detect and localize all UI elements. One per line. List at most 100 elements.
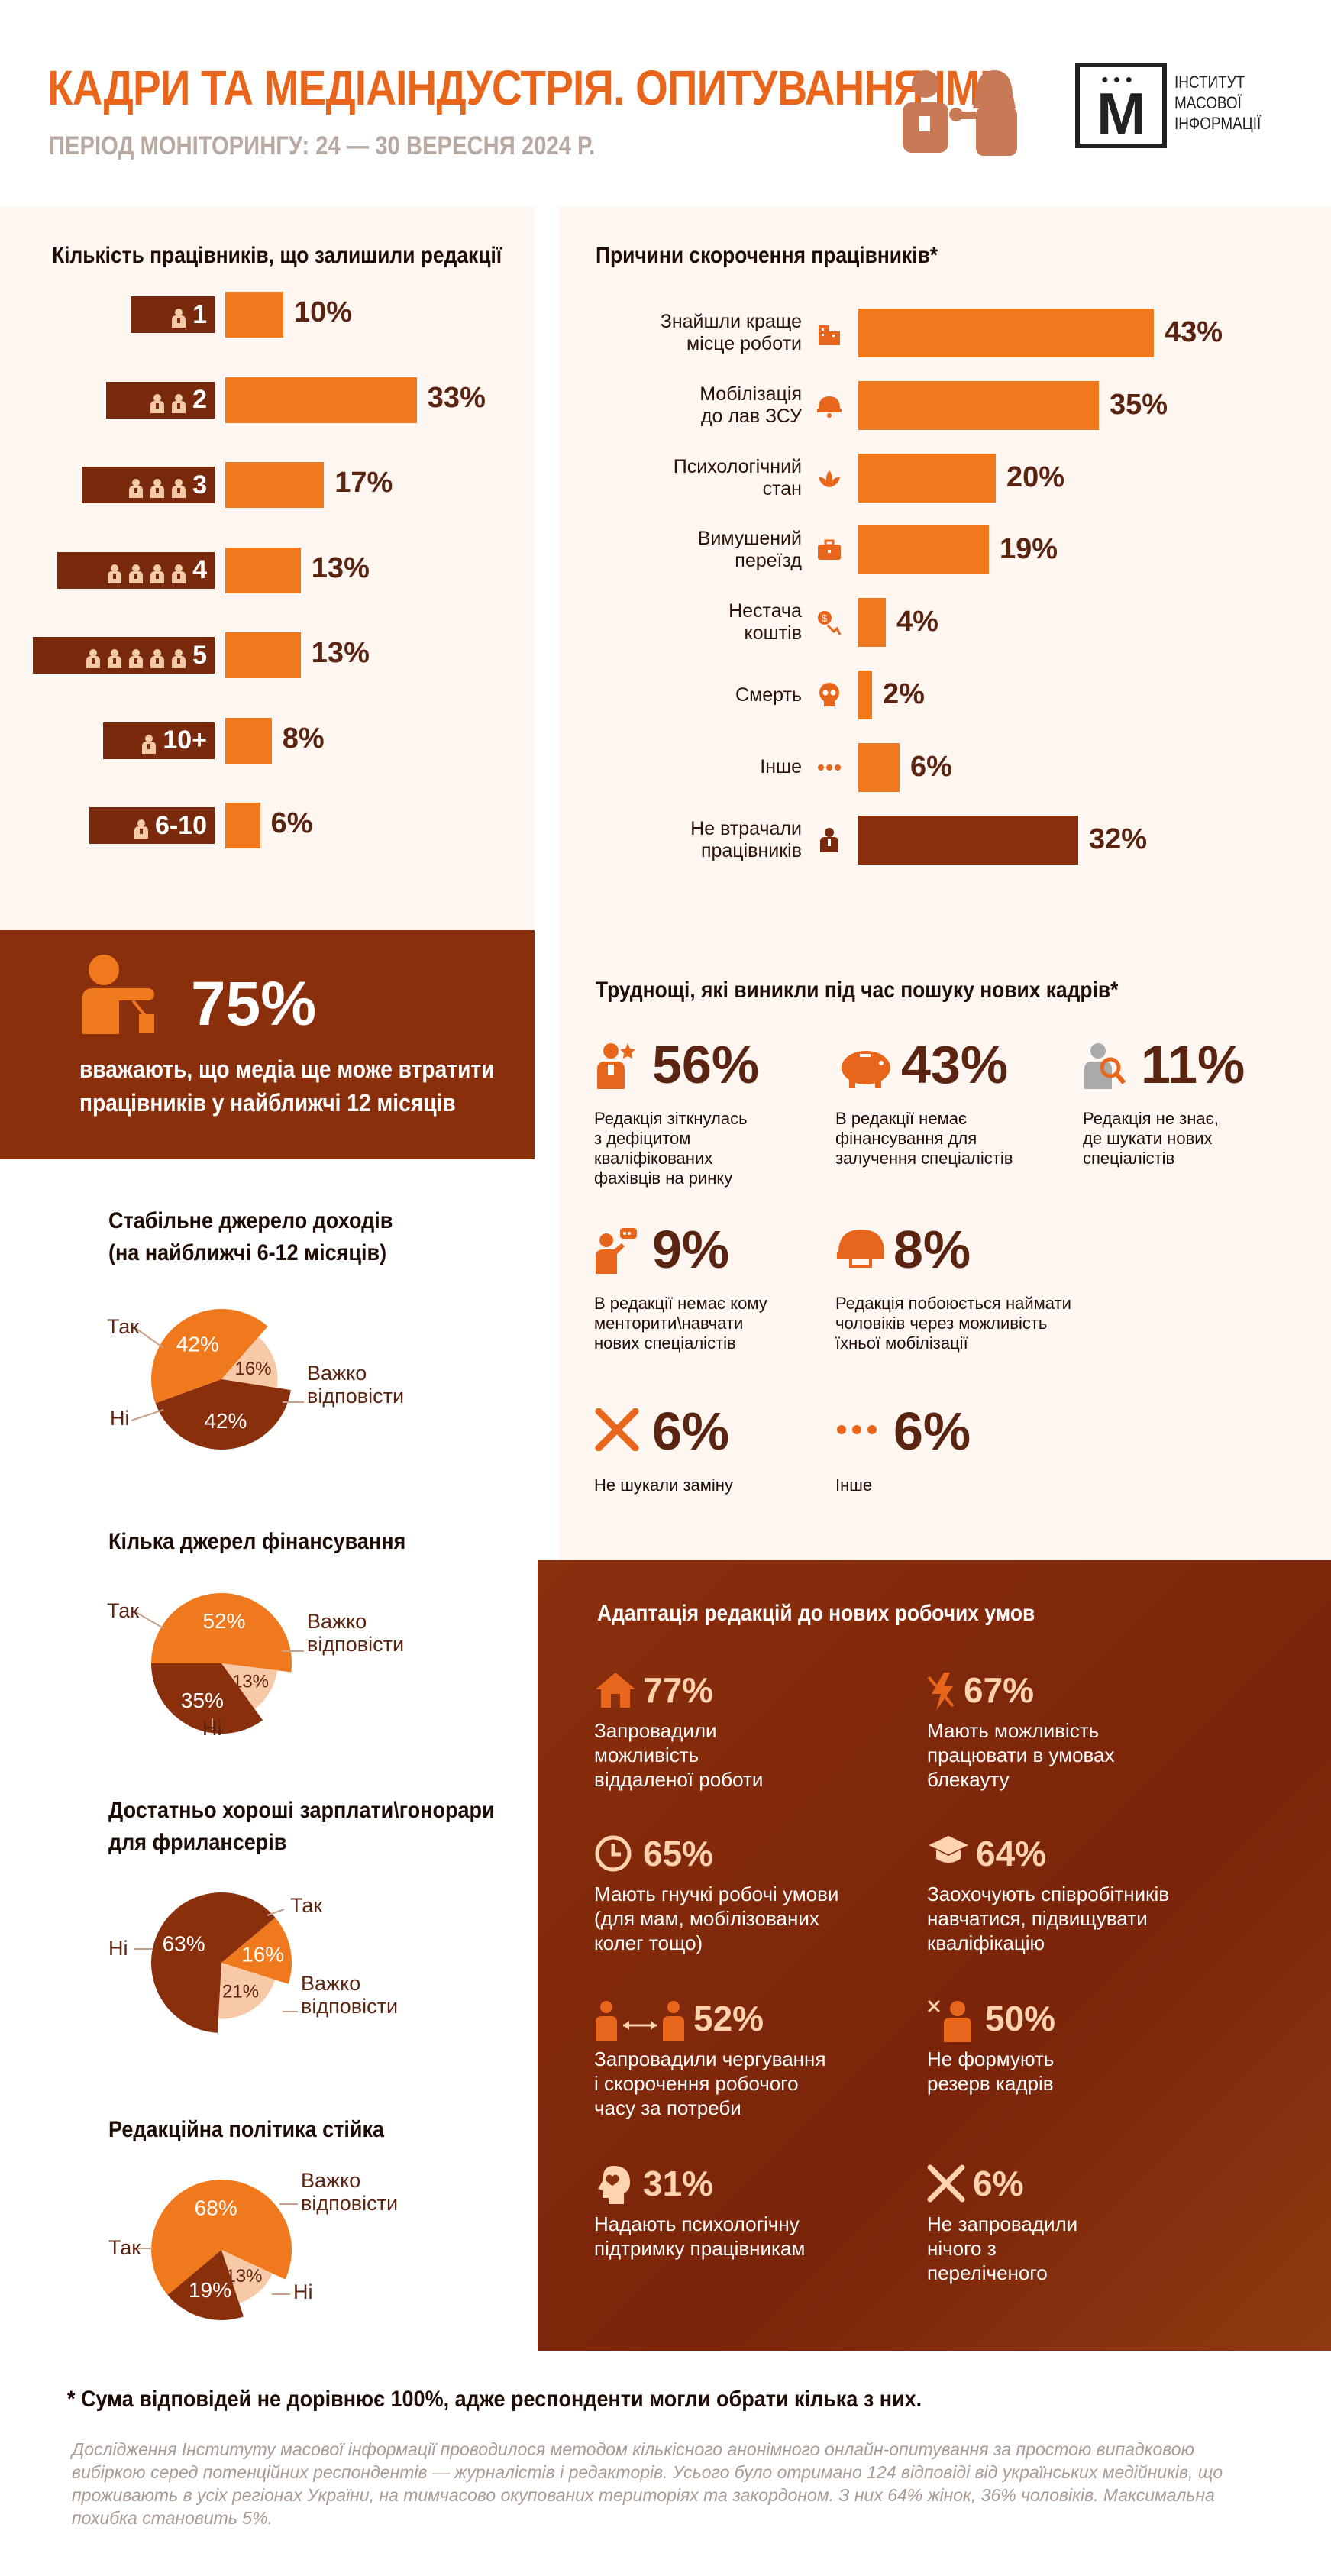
pie-title: Достатньо хороші зарплати\гонорари для фр… [108, 1798, 495, 1855]
staff-figure-icon [86, 645, 102, 668]
staff-figure-icon [107, 561, 124, 583]
pie-slice [221, 1663, 278, 1709]
reason-bar [858, 671, 872, 719]
staff-bar-value: 10% [294, 296, 353, 328]
lotus-icon [816, 464, 843, 492]
power-off-icon [927, 1671, 958, 1716]
difficulty-pct: 8% [893, 1220, 971, 1279]
adaptation-text: Запровадили можливість віддаленої роботи [594, 1719, 764, 1791]
staff-figure-icon [150, 390, 166, 413]
pie-slice-label: 16% [234, 1359, 271, 1379]
staff-bar [225, 632, 301, 678]
staff-figure-icon [128, 645, 145, 668]
staff-category-text: 1 [192, 299, 207, 329]
adaptation-text: Заохочують співробітників навчатися, підв… [927, 1883, 1170, 1954]
staff-bar [225, 292, 283, 338]
pie-slice-label: 35% [181, 1689, 224, 1712]
adaptation-text: Надають психологічну підтримку працівника… [594, 2212, 806, 2260]
staff-category-text: 5 [192, 640, 207, 670]
adaptation-pct: 6% [973, 2164, 1024, 2203]
staff-figure-icon [171, 561, 188, 583]
difficulty-text: Не шукали заміну [594, 1475, 733, 1495]
reason-bar [858, 815, 1078, 865]
adaptation-pct: 77% [643, 1670, 714, 1710]
reason-label: Не втрачали працівників [690, 817, 802, 861]
staff-bar [225, 803, 260, 848]
pie-label-yes: Так [290, 1894, 323, 1917]
home-icon [594, 1671, 637, 1713]
reason-bar [858, 309, 1154, 357]
difficulty-text: Інше [835, 1475, 873, 1495]
person-icon [816, 826, 843, 854]
staff-category-label: 2 [106, 381, 215, 419]
staff-bar-value: 33% [427, 381, 486, 414]
reason-bar-value: 20% [1006, 461, 1065, 493]
staff-bar [225, 377, 417, 423]
adaptation-text: Мають можливість працювати в умовах блекау… [927, 1719, 1115, 1791]
helmet-icon [835, 1227, 886, 1276]
graduation-cap-icon [927, 1834, 970, 1872]
dots-icon [816, 754, 843, 781]
staff-category-text: 2 [192, 385, 207, 414]
pie-label-yes: Так [108, 2236, 141, 2259]
person-badge-icon [82, 955, 154, 1034]
cross-icon [927, 2164, 965, 2206]
adaptation-pct: 31% [643, 2164, 714, 2203]
cross-icon [594, 1408, 640, 1455]
reason-label: Знайшли краще місце роботи [660, 311, 802, 354]
skull-icon [816, 681, 843, 709]
pie-slice-label: 21% [222, 1981, 259, 2002]
staff-figure-icon [134, 816, 150, 839]
reason-bar [858, 598, 886, 648]
pie-slice [221, 1917, 292, 1984]
staff-bar-value: 6% [270, 807, 313, 839]
difficulty-pct: 6% [652, 1401, 730, 1461]
mentor-icon [594, 1227, 640, 1279]
imi-logo: ●●● М [1075, 63, 1167, 148]
pie-slice-label: 63% [163, 1931, 205, 1955]
person-star-icon [594, 1042, 637, 1094]
staff-figure-icon [171, 645, 188, 668]
staff-category-label: 1 [131, 296, 215, 333]
staff-bar-value: 17% [334, 467, 393, 499]
money-down-icon: $ [816, 609, 843, 636]
dots-icon [835, 1408, 881, 1455]
head-heart-icon [594, 2164, 632, 2209]
staff-bar [225, 717, 272, 764]
pie-slice-label: 19% [189, 2278, 231, 2302]
pie-leader-line [267, 1909, 285, 1916]
reasons-title: Причини скорочення працівників* [596, 243, 938, 268]
staff-figure-icon [171, 475, 188, 498]
footnote: * Сума відповідей не дорівнює 100%, адже… [67, 2387, 922, 2412]
adaptation-text: Не запровадили нічого з переліченого [927, 2212, 1078, 2284]
adaptation-text: Запровадили чергування і скорочення робоч… [594, 2048, 826, 2119]
reason-bar-value: 4% [896, 606, 938, 638]
pie-label-hard: Важко відповісти [301, 1972, 399, 2018]
pie-leader-line [131, 1409, 164, 1421]
staff-figure-icon [150, 561, 166, 583]
adaptation-text: Не формують резерв кадрів [927, 2048, 1055, 2095]
pie-label-hard: Важко відповісти [307, 1362, 405, 1408]
reason-label: Інше [760, 756, 802, 778]
building-icon [816, 319, 843, 347]
journalists-illustration [903, 70, 1017, 156]
piggy-bank-icon [835, 1042, 896, 1094]
pie-title: Кілька джерел фінансування [108, 1529, 406, 1554]
pie-chart: 68%13%19% [137, 2180, 298, 2320]
briefcase-icon [816, 536, 843, 564]
pie-slice [167, 2250, 244, 2320]
staff-figure-icon [171, 305, 188, 328]
adaptation-pct: 64% [976, 1834, 1047, 1873]
pie-title: Стабільне джерело доходів (на найближчі 6… [108, 1208, 393, 1265]
difficulty-pct: 6% [893, 1401, 971, 1461]
adaptation-pct: 52% [693, 1999, 764, 2038]
staff-figure-icon [107, 645, 124, 668]
pie-leader-line [134, 1327, 164, 1349]
staff-category-label: 4 [57, 551, 215, 589]
difficulty-text: Редакція не знає, де шукати нових спеціалі… [1083, 1109, 1219, 1168]
staff-bar-value: 13% [311, 637, 370, 669]
reason-bar-value: 19% [1000, 533, 1058, 566]
staff-figure-icon [171, 390, 188, 413]
adaptation-pct: 65% [643, 1834, 714, 1873]
pie-slice [151, 2180, 292, 2296]
